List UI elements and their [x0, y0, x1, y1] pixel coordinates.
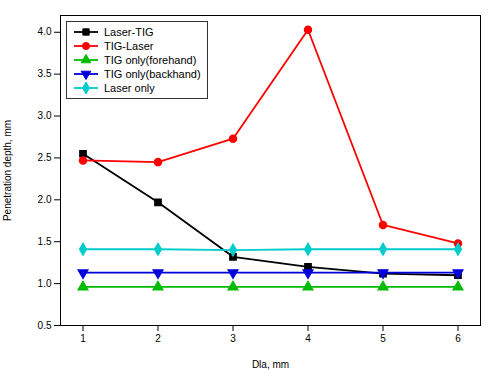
html-text:Laser-TIG: Laser-TIG [104, 26, 154, 38]
svg-text:1.0: 1.0 [38, 278, 52, 289]
svg-text:2.5: 2.5 [38, 152, 52, 163]
svg-text:6: 6 [455, 333, 461, 344]
svg-text:0.5: 0.5 [38, 320, 52, 331]
svg-text:3: 3 [230, 333, 236, 344]
svg-text:1: 1 [80, 333, 86, 344]
svg-text:2.0: 2.0 [38, 194, 52, 205]
html-text:TIG only(forehand): TIG only(forehand) [104, 54, 197, 66]
svg-text:5: 5 [380, 333, 386, 344]
svg-text:4.0: 4.0 [38, 26, 52, 37]
svg-text:2: 2 [155, 333, 161, 344]
svg-text:Dla, mm: Dla, mm [252, 359, 289, 370]
svg-text:3.5: 3.5 [38, 68, 52, 79]
svg-text:4: 4 [305, 333, 311, 344]
html-text:TIG-Laser: TIG-Laser [104, 40, 154, 52]
html-text:Laser only: Laser only [104, 82, 155, 94]
svg-text:Penetration depth, mm: Penetration depth, mm [2, 120, 13, 221]
html-text:TIG only(backhand): TIG only(backhand) [104, 68, 201, 80]
svg-text:3.0: 3.0 [38, 110, 52, 121]
svg-text:1.5: 1.5 [38, 236, 52, 247]
